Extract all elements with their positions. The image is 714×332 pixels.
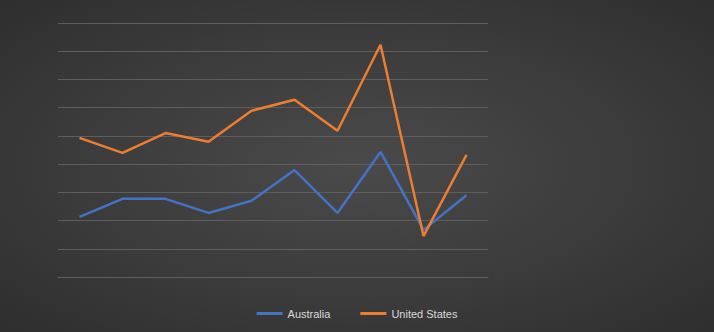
svg-text:United States: United States xyxy=(391,308,458,320)
svg-text:Australia: Australia xyxy=(288,308,332,320)
